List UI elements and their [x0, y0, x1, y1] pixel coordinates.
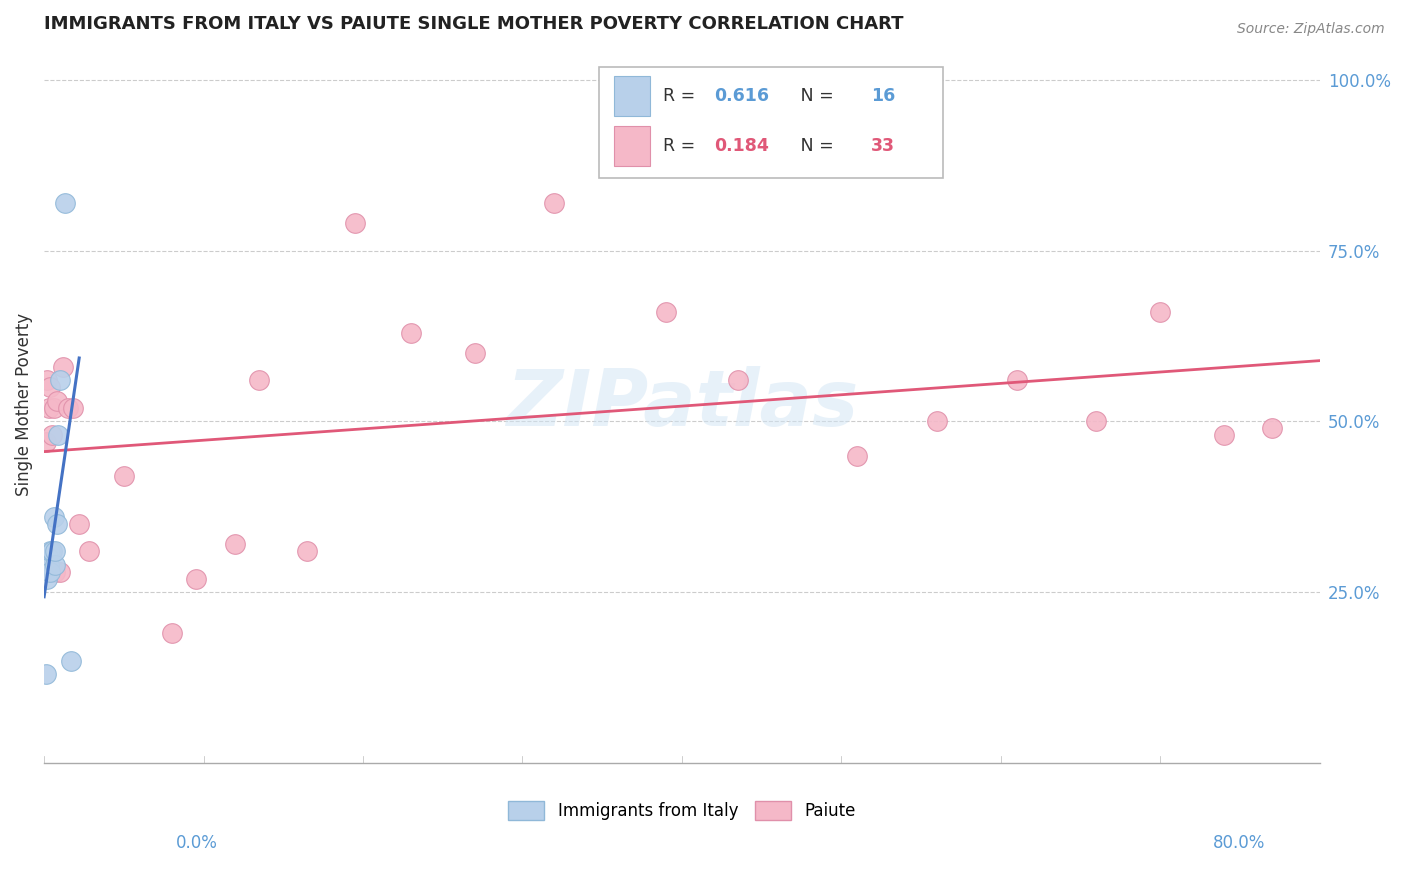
Point [42, 510, 65, 524]
Point [41, 428, 63, 442]
Point [38, 558, 60, 572]
Point [49, 565, 72, 579]
Point [45, 394, 67, 409]
Point [44, 558, 66, 572]
Point [48, 428, 70, 442]
Point [160, 626, 183, 640]
Point [1005, 374, 1028, 388]
Point [53, 195, 76, 210]
Point [224, 537, 246, 551]
Point [1213, 428, 1236, 442]
Point [727, 374, 749, 388]
Point [1261, 421, 1284, 435]
Point [37, 558, 59, 572]
Point [399, 326, 422, 340]
Point [925, 415, 948, 429]
Point [184, 572, 207, 586]
Text: Source: ZipAtlas.com: Source: ZipAtlas.com [1237, 22, 1385, 37]
Point [62, 401, 84, 415]
Point [60, 654, 83, 668]
Point [1085, 415, 1108, 429]
Text: R =: R = [662, 87, 700, 105]
Point [35, 434, 58, 449]
Point [344, 216, 367, 230]
Text: 80.0%: 80.0% [1213, 834, 1265, 852]
Point [464, 346, 486, 360]
Point [543, 195, 565, 210]
Point [35, 667, 58, 681]
Point [44, 544, 66, 558]
Text: N =: N = [785, 137, 839, 155]
FancyBboxPatch shape [599, 67, 943, 178]
Text: 0.616: 0.616 [714, 87, 769, 105]
Legend: Immigrants from Italy, Paiute: Immigrants from Italy, Paiute [501, 794, 863, 827]
Point [247, 374, 270, 388]
Point [41, 544, 63, 558]
Point [1149, 305, 1171, 319]
Point [44, 565, 66, 579]
Point [39, 544, 62, 558]
Point [45, 516, 67, 531]
Point [846, 449, 869, 463]
Point [295, 544, 318, 558]
Text: 33: 33 [870, 137, 894, 155]
Point [49, 374, 72, 388]
Point [56, 401, 79, 415]
Point [655, 305, 678, 319]
Text: IMMIGRANTS FROM ITALY VS PAIUTE SINGLE MOTHER POVERTY CORRELATION CHART: IMMIGRANTS FROM ITALY VS PAIUTE SINGLE M… [44, 15, 904, 33]
Text: 0.0%: 0.0% [176, 834, 218, 852]
Text: ZIPatlas: ZIPatlas [506, 367, 858, 442]
Point [39, 565, 62, 579]
Text: R =: R = [662, 137, 700, 155]
Point [112, 469, 135, 483]
Point [37, 572, 59, 586]
Point [77, 544, 100, 558]
Text: 16: 16 [870, 87, 896, 105]
Point [52, 359, 75, 374]
Point [38, 551, 60, 566]
Point [67, 516, 90, 531]
Bar [614, 76, 650, 116]
Point [38, 401, 60, 415]
Point [37, 374, 59, 388]
Bar [614, 127, 650, 166]
Point [42, 401, 65, 415]
Point [39, 380, 62, 394]
Text: 0.184: 0.184 [714, 137, 769, 155]
Text: N =: N = [785, 87, 839, 105]
Y-axis label: Single Mother Poverty: Single Mother Poverty [15, 313, 32, 496]
